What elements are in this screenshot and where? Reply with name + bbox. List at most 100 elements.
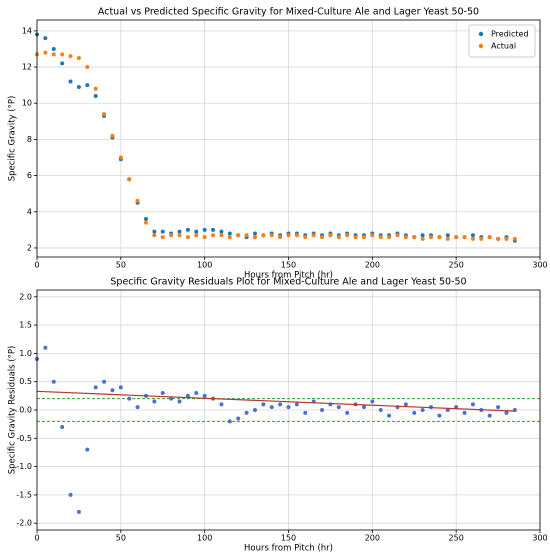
point [51,379,56,384]
y-tick-label: 2 [27,243,32,252]
point [51,52,56,57]
point [202,227,207,232]
point [387,413,392,418]
legend-label: Actual [491,42,516,51]
point [169,396,174,401]
point [185,227,190,232]
point [496,405,501,410]
legend-marker [478,31,484,37]
trend-line [36,390,515,412]
point [177,399,182,404]
point [454,235,459,240]
y-tick-label: -1.0 [16,462,32,471]
y-tick-label: 1.5 [19,321,32,330]
point [487,413,492,418]
point [68,54,73,59]
plot-frame [36,19,541,258]
point [194,229,199,234]
y-tick-label: -1.5 [16,490,32,499]
y-tick-label: 2.0 [19,292,32,301]
point [85,447,90,452]
point [135,198,140,203]
point [252,231,257,236]
point [236,416,241,421]
point [118,385,123,390]
x-axis-label: Hours from Pitch (hr) [244,544,333,553]
x-tick-label: 150 [281,261,296,270]
point [160,235,165,240]
point [219,402,224,407]
point [93,93,98,98]
point [160,391,165,396]
x-tick-label: 300 [532,261,547,270]
point [294,233,299,238]
point [470,402,475,407]
point [118,155,123,160]
point [412,235,417,240]
y-axis-label: Specific Gravity (°P) [8,96,18,182]
point [387,235,392,240]
point [261,402,266,407]
point [378,408,383,412]
point [353,235,358,240]
point [470,236,475,241]
point [51,46,56,51]
point [202,235,207,240]
point [269,233,274,238]
point [437,413,442,418]
point [370,399,375,404]
legend-marker [478,43,484,49]
point [244,410,249,415]
y-tick-label: 0.5 [19,377,32,386]
point [93,86,98,91]
y-tick-label: 0.0 [19,406,32,415]
point [378,235,383,240]
x-tick-label: 50 [116,261,126,270]
point [252,235,257,240]
y-tick-label: -2.0 [16,519,32,528]
x-tick-label: 50 [116,534,126,543]
legend-box [468,24,536,58]
point [43,50,48,55]
x-tick-label: 0 [34,534,39,543]
point [135,405,140,410]
point [76,55,81,60]
point [429,235,434,240]
point [152,399,157,404]
point [227,235,232,240]
point [345,233,350,238]
point [244,233,249,238]
y-tick-label: 6 [27,171,32,180]
point [261,233,266,238]
point [286,233,291,238]
point [320,408,325,412]
point [462,410,467,415]
x-tick-label: 0 [34,261,39,270]
point [160,229,165,234]
point [211,233,216,238]
point [76,84,81,89]
point [60,424,65,429]
point [93,385,98,390]
point [177,229,182,234]
point [177,233,182,238]
point [395,233,400,238]
point [219,229,224,234]
point [143,220,148,225]
y-tick-label: 10 [22,99,32,108]
point [328,233,333,238]
point [60,61,65,66]
point [76,509,81,514]
point [487,235,492,240]
point [227,419,232,424]
point [269,405,274,410]
point [420,408,425,412]
point [85,65,90,70]
point [420,236,425,241]
point [278,402,283,407]
y-tick-label: 1.0 [19,349,32,358]
x-tick-label: 200 [365,534,380,543]
point [504,236,509,241]
point [294,402,299,407]
x-tick-label: 150 [281,534,296,543]
